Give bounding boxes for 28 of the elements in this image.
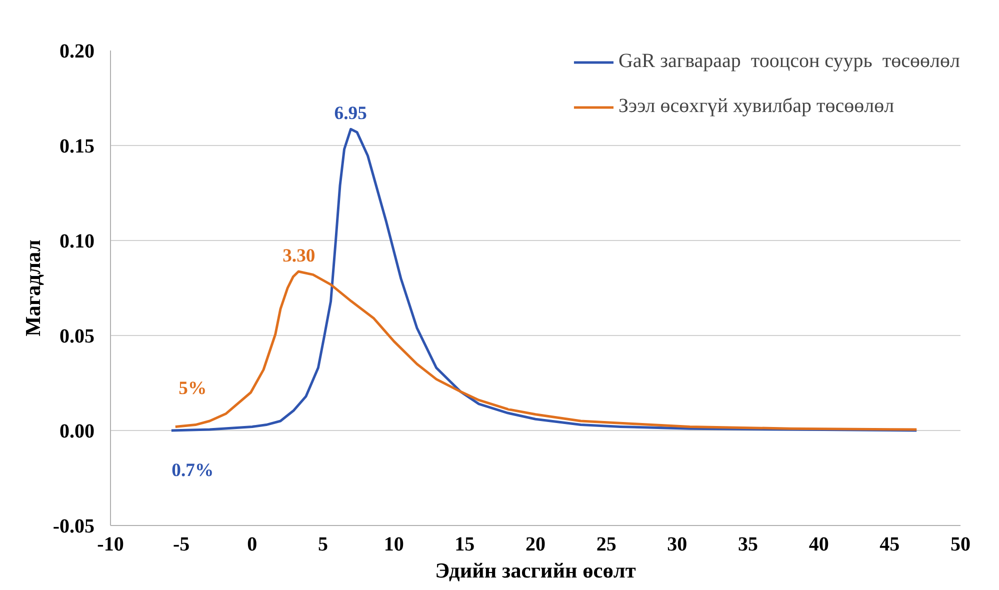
annotation: 0.7% [172,460,214,481]
x-tick-label: 25 [596,534,616,556]
y-tick-label: 0.00 [60,420,94,442]
x-tick-label: 10 [384,534,404,556]
annotation: 5% [178,378,207,400]
x-tick-label: 15 [454,534,475,556]
x-tick-label: 5 [318,534,328,556]
y-tick-label: 0.20 [60,40,94,62]
y-tick-label: -0.05 [52,516,95,538]
y-tick-label: 0.05 [60,326,94,348]
x-tick-label: 35 [738,534,758,556]
y-tick-label: 0.10 [60,230,94,252]
y-tick-label: 0.15 [60,136,94,158]
x-axis-title: Эдийн засгийн өсөлт [435,558,636,582]
y-axis-title: Магадлал [20,240,45,336]
x-tick-label: 20 [526,534,546,556]
x-tick-label: 30 [667,534,688,556]
x-tick-label: 40 [808,534,829,556]
x-tick-label: -5 [173,534,190,556]
line-series [174,270,918,431]
x-tick-label: 50 [950,534,970,556]
legend-label: Зээл өсөхгүй хувилбар төсөөлөл [618,95,894,118]
legend-label: GaR загвараар тооцсон суурь төсөөлөл [618,50,960,73]
x-tick-label: 0 [247,534,258,556]
x-tick-label: 45 [880,534,900,556]
annotation: 3.30 [282,245,316,266]
annotation: 6.95 [334,103,367,124]
x-tick-label: -10 [97,534,124,556]
